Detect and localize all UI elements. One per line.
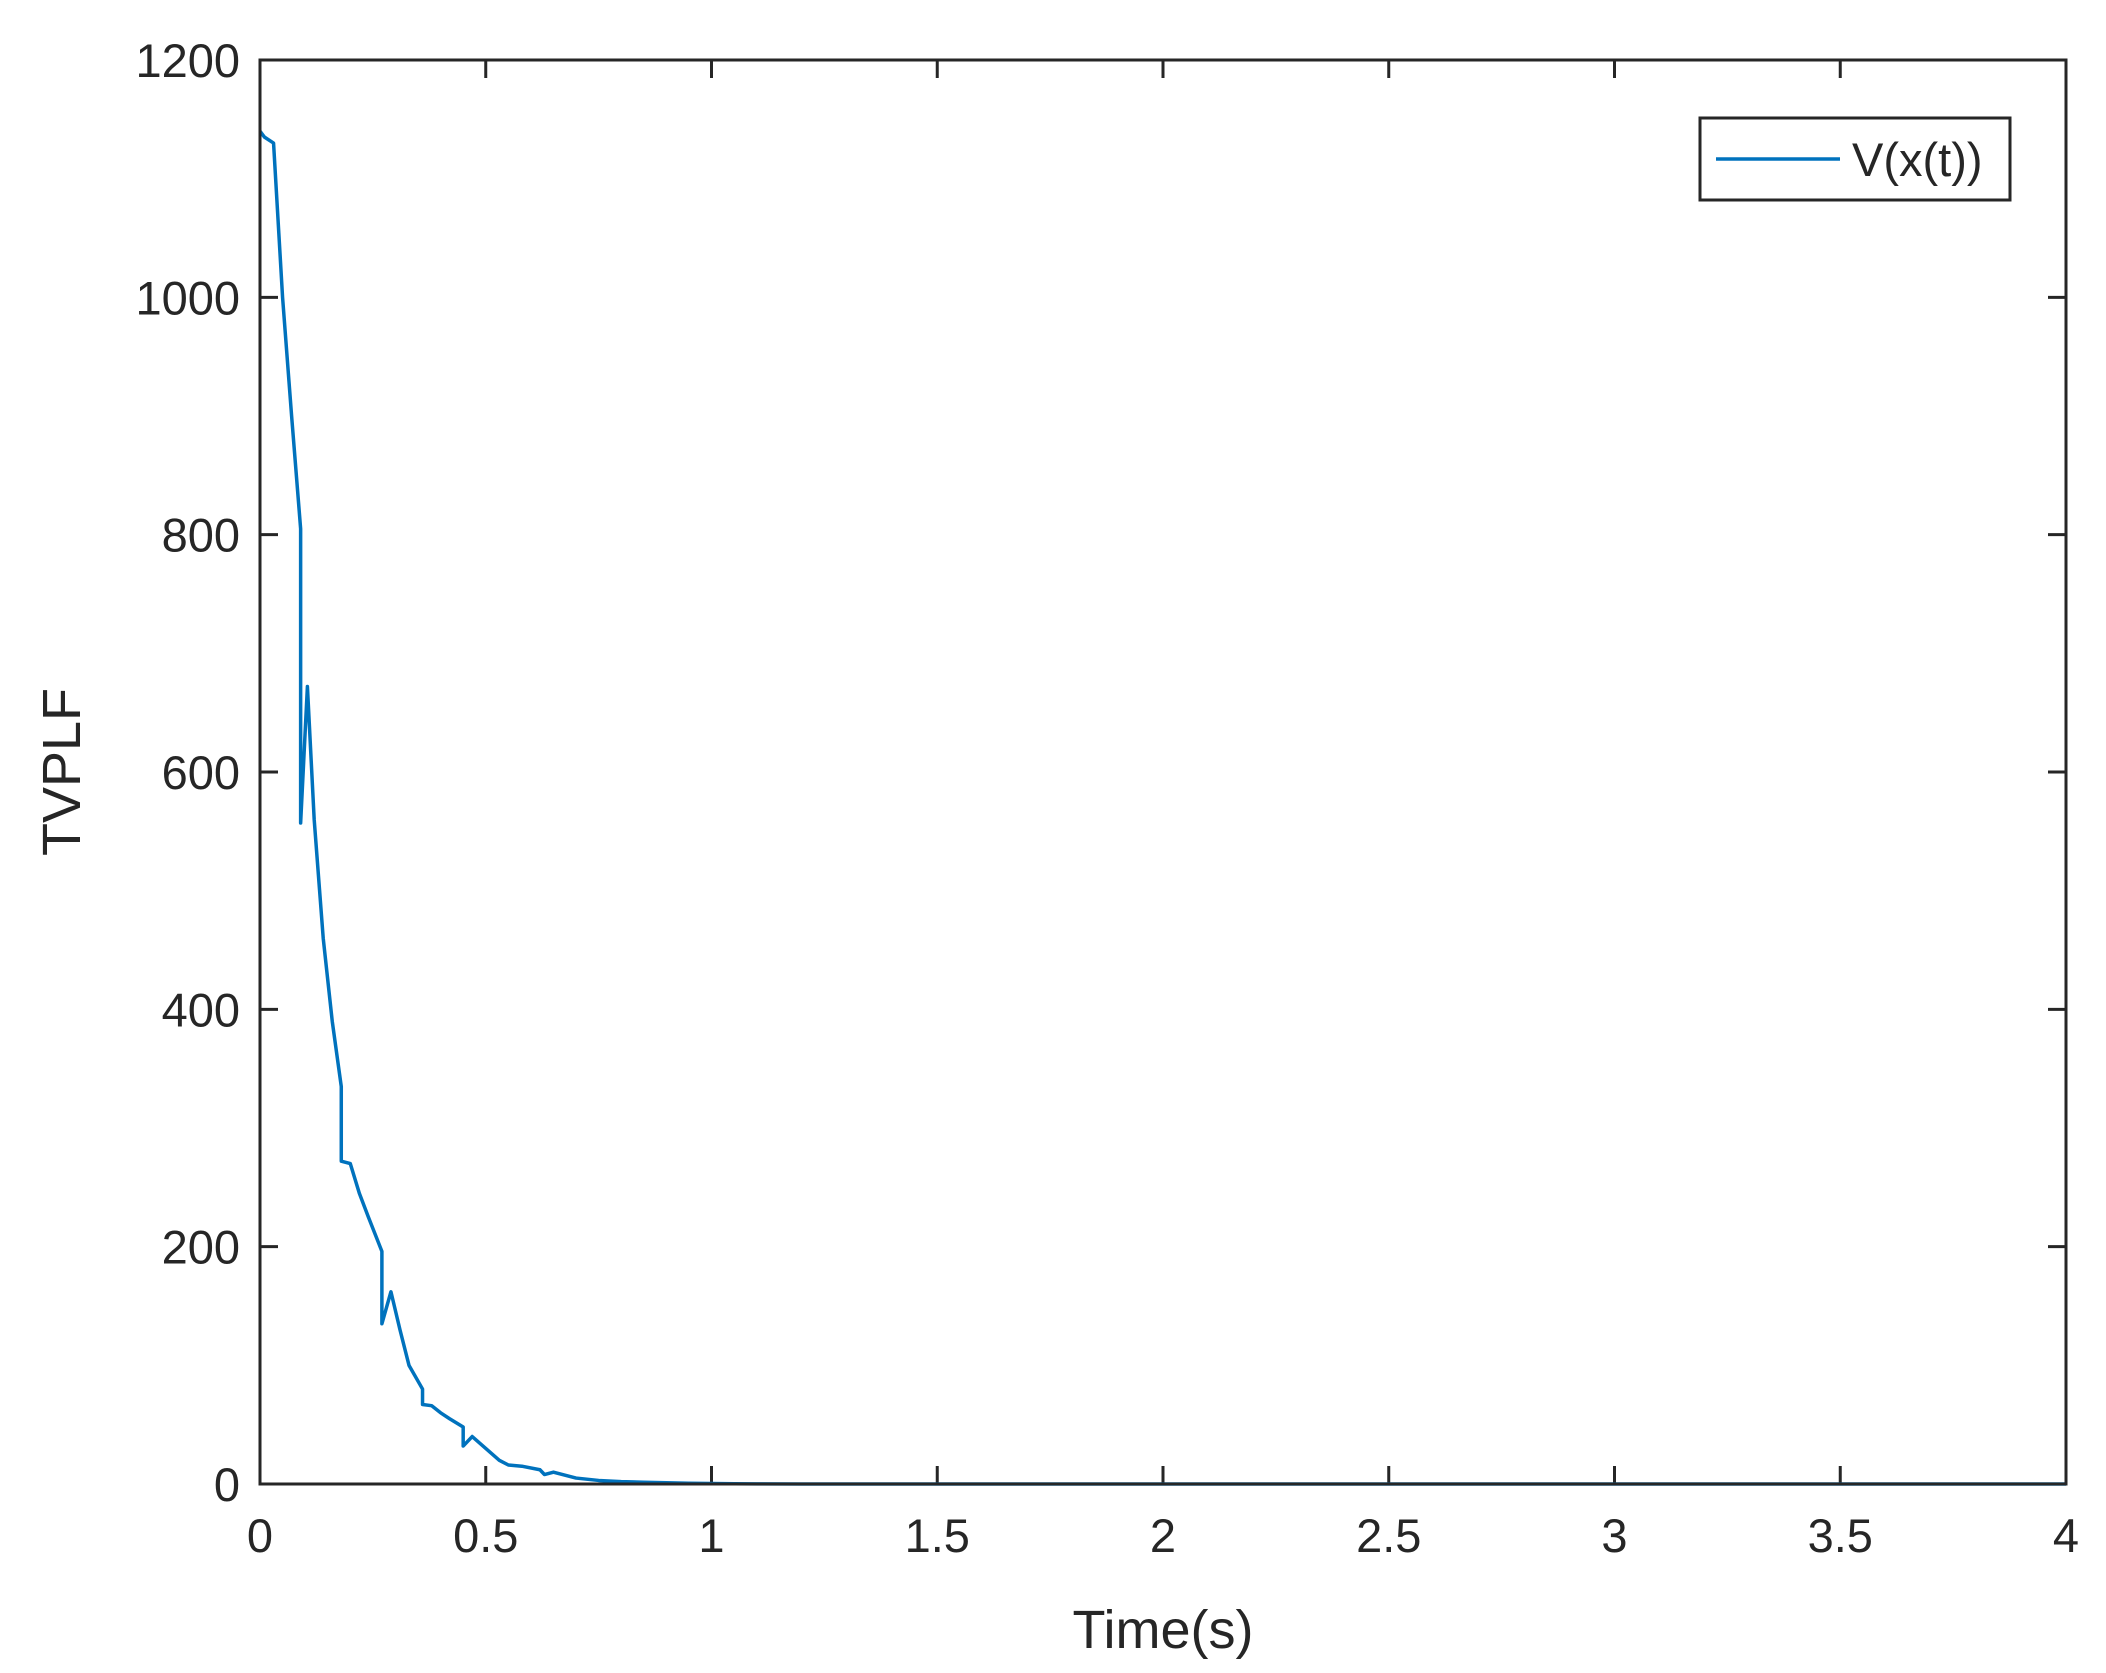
x-tick-label: 1 — [698, 1509, 724, 1562]
x-tick-label: 1.5 — [905, 1509, 970, 1562]
x-tick-label: 2.5 — [1356, 1509, 1421, 1562]
plot-area — [260, 60, 2066, 1484]
x-axis-label: Time(s) — [1073, 1600, 1254, 1660]
y-tick-label: 800 — [162, 509, 240, 562]
y-tick-label: 400 — [162, 983, 240, 1036]
x-tick-label: 3 — [1601, 1509, 1627, 1562]
y-tick-label: 200 — [162, 1221, 240, 1274]
y-tick-label: 1200 — [135, 34, 240, 87]
legend: V(x(t)) — [1698, 116, 2012, 202]
x-tick-label: 2 — [1150, 1509, 1176, 1562]
x-tick-label: 0.5 — [453, 1509, 518, 1562]
x-tick-label: 3.5 — [1808, 1509, 1873, 1562]
x-tick-label: 0 — [247, 1509, 273, 1562]
tick-labels: 0 0.5 1 1.5 2 2.5 3 3.5 4 0 200 400 600 800 1000 1200 — [135, 34, 2079, 1562]
y-tick-label: 1000 — [135, 271, 240, 324]
y-tick-label: 0 — [214, 1458, 240, 1511]
legend-label: V(x(t)) — [1852, 133, 1983, 186]
y-tick-label: 600 — [162, 746, 240, 799]
y-axis-label: TVPLF — [32, 688, 92, 856]
x-tick-label: 4 — [2053, 1509, 2079, 1562]
plot-frame — [258, 58, 2068, 1486]
